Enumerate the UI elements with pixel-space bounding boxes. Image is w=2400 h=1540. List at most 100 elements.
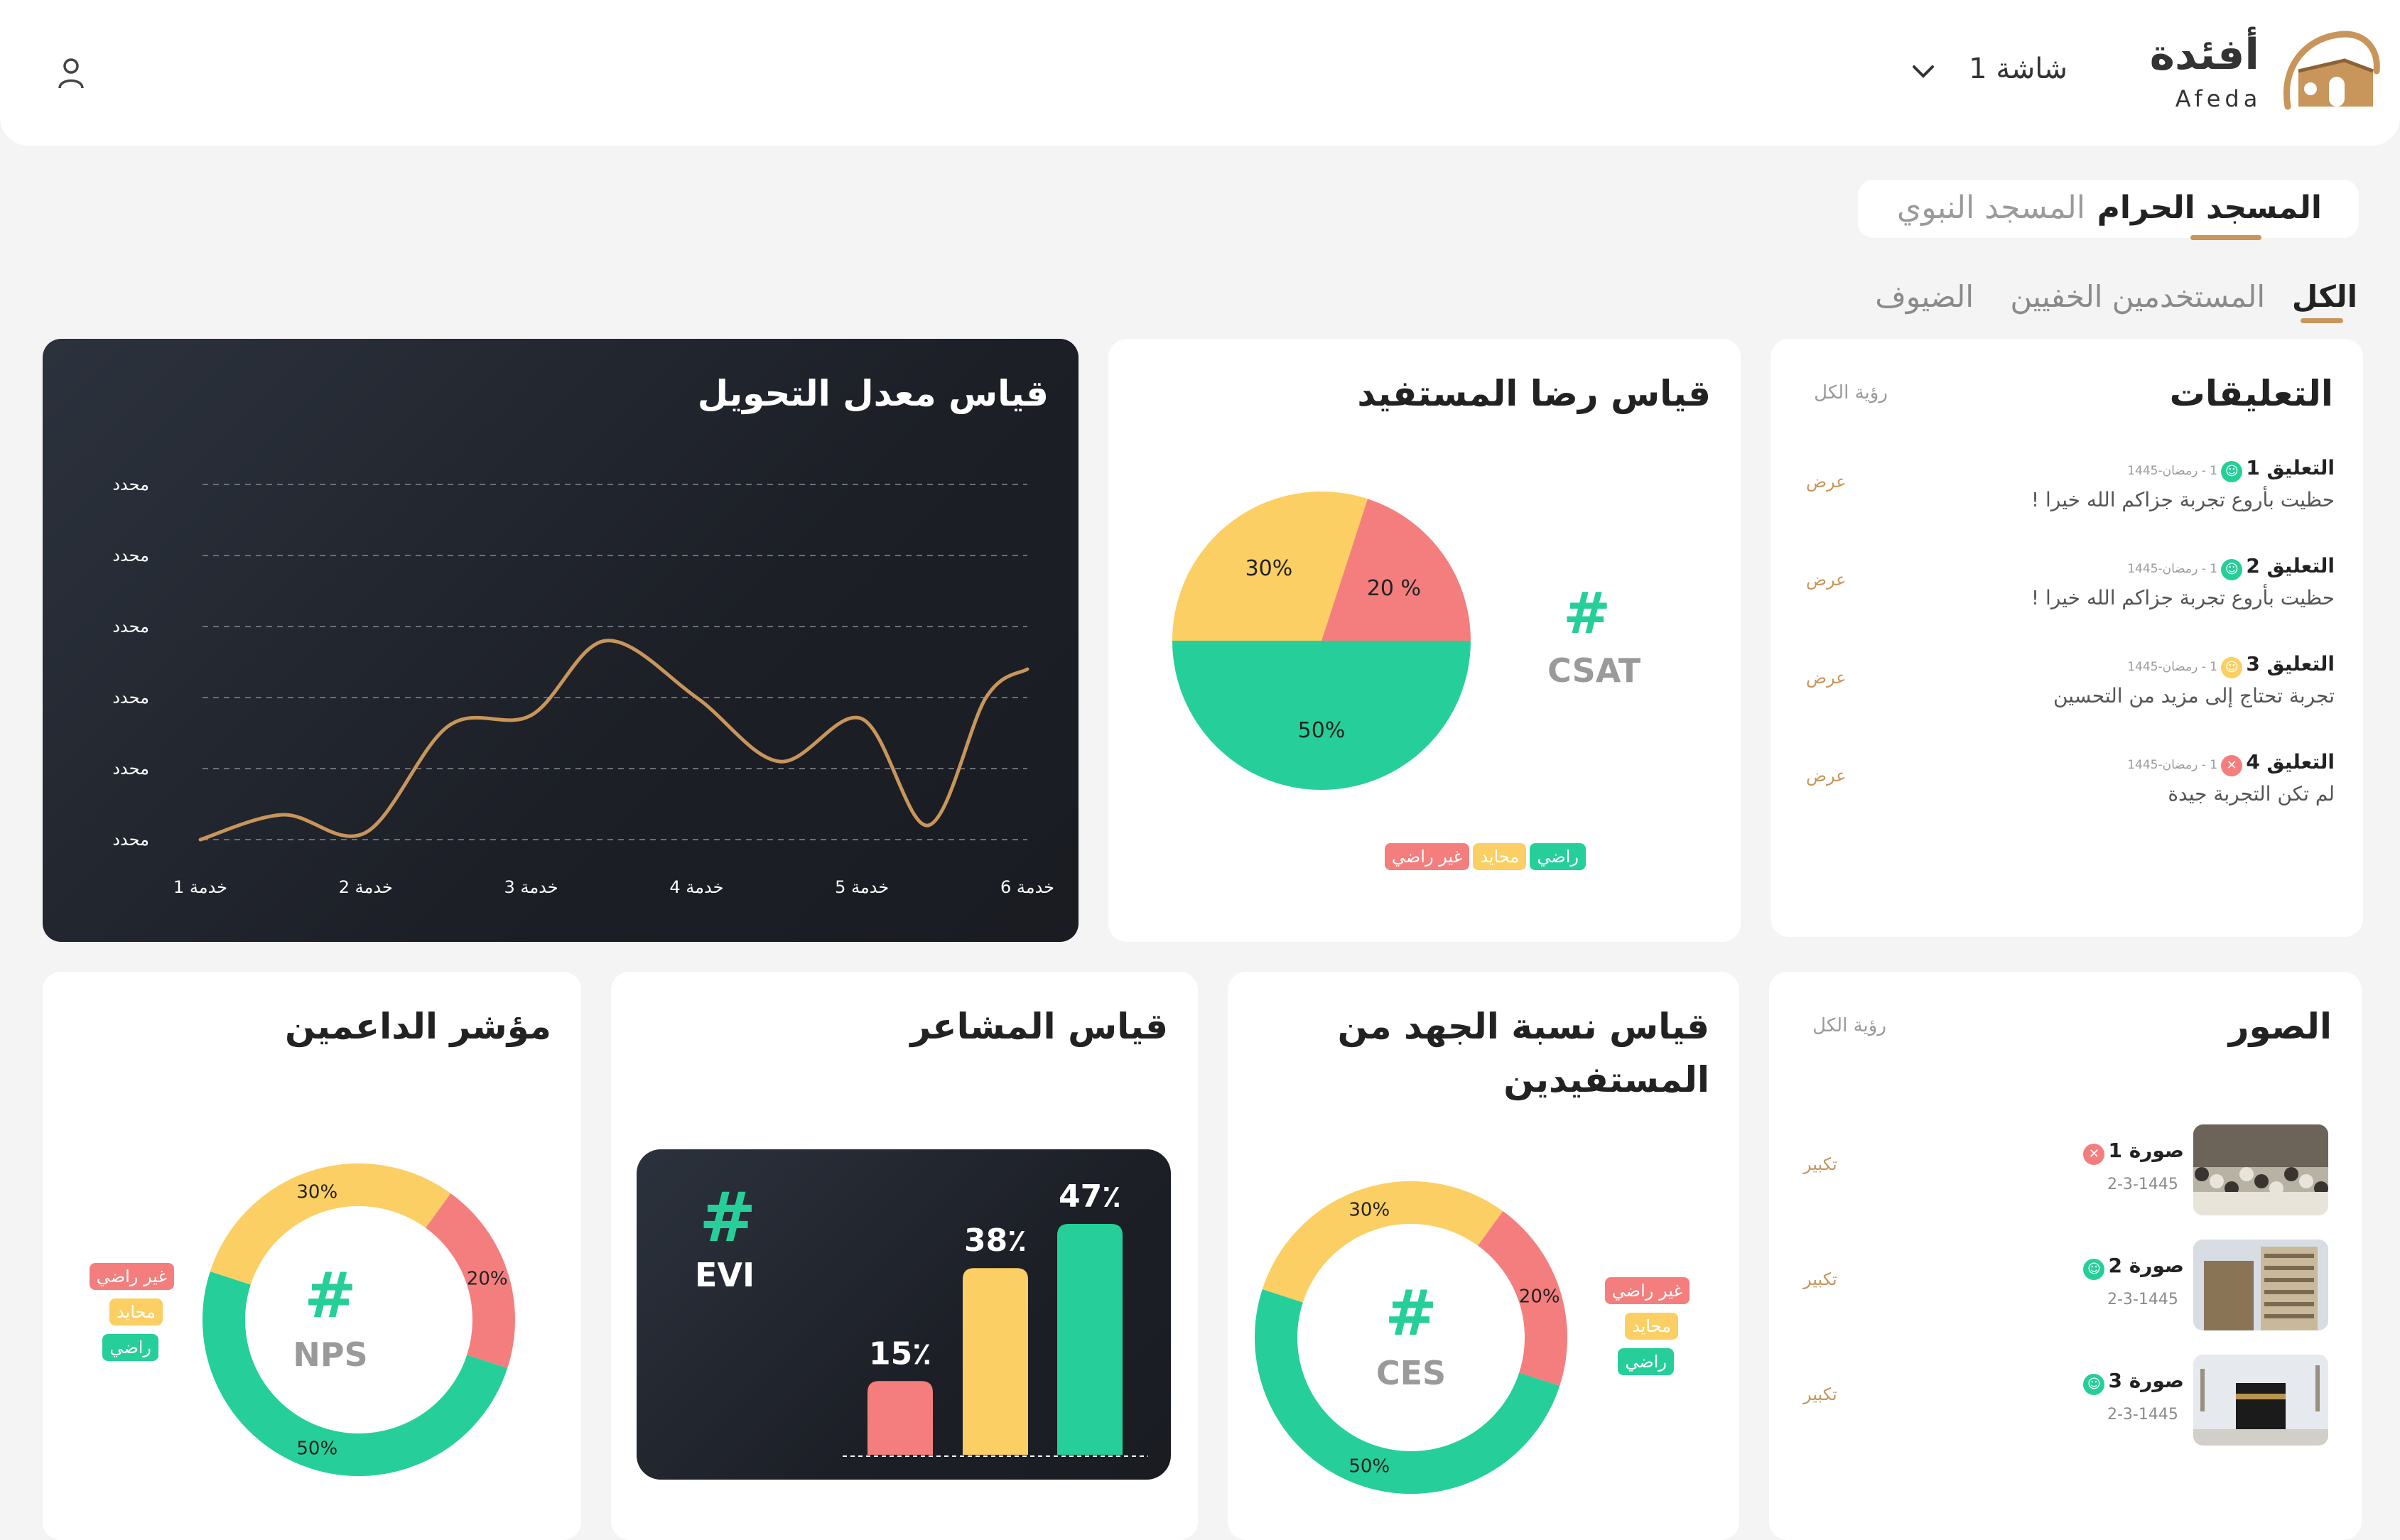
slice-label: 50% [1298,718,1346,743]
comment-text: حظيت بأروع تجربة جزاكم الله خيرا ! [2031,585,2335,609]
photo-date: 2-3-1445 [2107,1406,2178,1424]
bar-value-label: 47٪ [1059,1178,1121,1215]
photo-thumbnail[interactable] [2193,1355,2328,1446]
images-card: الصور رؤية الكل صورة 1 ✕ 2-3-1445 تكبير صور… [1769,972,2362,1540]
ces-donut-chart: 20% 50% 30% [1255,1181,1567,1494]
images-title: الصور [2228,1006,2332,1047]
satisfied-slice [202,1271,508,1476]
evi-bar [963,1268,1028,1455]
comment-date: 1 - رمضان-1445 [2127,660,2218,674]
legend-unsatisfied: غير راضي [1384,843,1470,870]
x-tick-label: خدمة 5 [835,877,889,897]
photo-thumbnail[interactable] [2193,1240,2328,1330]
comment-view-link[interactable]: عرض [1806,766,1847,786]
tab-active-underline [2190,235,2261,240]
slice-label: 50% [296,1438,337,1460]
evi-bar [1057,1224,1123,1455]
comment-view-link[interactable]: عرض [1806,570,1847,590]
csat-hash-icon: # [1563,580,1611,646]
legend-satisfied: راضي [102,1334,158,1361]
sad-face-icon: ✕ [2221,754,2243,776]
logo-arabic-text: أفئدة [2149,30,2259,80]
comment-name: التعليق 2 [2246,554,2335,578]
photo-enlarge-link[interactable]: تكبير [1803,1384,1837,1404]
comment-header: التعليق 1 ☺ 1 - رمضان-1445 [1908,456,2335,482]
evi-title: قياس المشاعر [910,1006,1168,1047]
slice-label: 20% [1519,1286,1560,1307]
comment-view-link[interactable]: عرض [1806,472,1847,492]
evi-card: قياس المشاعر # EVI 15٪ 38٪ 47٪ [611,972,1198,1540]
photo-enlarge-link[interactable]: تكبير [1803,1154,1837,1174]
csat-card: قياس رضا المستفيد 20 % 50% 30% # CSAT راضي… [1108,339,1741,942]
screen-selector[interactable]: شاشة 1 [1911,50,2067,92]
legend-neutral: محايد [1473,843,1527,870]
nps-title: مؤشر الداعمين [285,1006,551,1047]
csat-legend: راضي محايد غير راضي [1384,843,1586,870]
tab-all[interactable]: الكل [2291,279,2357,314]
nps-label: NPS [293,1335,368,1374]
bar-value-label: 15٪ [869,1335,931,1372]
images-see-all[interactable]: رؤية الكل [1812,1015,1886,1036]
comments-title: التعليقات [2169,373,2333,414]
sad-face-icon: ✕ [2083,1143,2105,1165]
conversion-rate-title: قياس معدل التحويل [697,373,1049,414]
y-tick-label: محدد [112,475,149,494]
comment-view-link[interactable]: عرض [1806,668,1847,688]
user-icon[interactable] [57,57,85,90]
comments-card: التعليقات رؤية الكل التعليق 1 ☺ 1 - رمضا… [1771,339,2363,937]
legend-unsatisfied: غير راضي [1604,1277,1690,1304]
neutral-slice [1262,1181,1503,1303]
photo-name: صورة 2 [2108,1254,2185,1277]
x-tick-label: خدمة 3 [504,877,558,897]
logo[interactable]: أفئدة Afeda [2150,21,2380,114]
slice-label: 30% [1348,1199,1390,1220]
y-tick-label: محدد [112,759,149,779]
nps-donut-chart: 20% 50% 30% [202,1164,515,1476]
slice-label: 30% [1245,556,1293,581]
y-tick-label: محدد [112,830,149,850]
photo-item: صورة 2 ☺ [2083,1254,2184,1280]
photo-item: صورة 1 ✕ [2083,1139,2184,1165]
unsatisfied-slice [425,1193,515,1368]
happy-face-icon: ☺ [2221,460,2243,482]
photo-name: صورة 1 [2108,1139,2185,1162]
satisfied-slice [1172,641,1471,790]
tab-guests[interactable]: الضيوف [1875,279,1974,314]
tab-masjid-nabawi[interactable]: المسجد النبوي [1896,190,2085,226]
photo-date: 2-3-1445 [2107,1291,2178,1308]
nps-card: مؤشر الداعمين 20% 50% 30% # NPS غير راضي م… [43,972,581,1540]
x-tick-label: خدمة 1 [173,877,227,897]
evi-dark-panel: # EVI 15٪ 38٪ 47٪ [637,1149,1171,1480]
comment-name: التعليق 4 [2246,750,2335,774]
comments-see-all[interactable]: رؤية الكل [1814,382,1888,403]
happy-face-icon: ☺ [2221,558,2243,580]
photo-item: صورة 3 ☺ [2083,1369,2184,1395]
csat-title: قياس رضا المستفيد [1357,373,1711,414]
top-header [0,0,2400,146]
comment-header: التعليق 4 ✕ 1 - رمضان-1445 [1908,750,2335,776]
legend-satisfied: راضي [1530,843,1586,870]
slice-label: 20% [467,1268,508,1289]
comment-item: التعليق 1 ☺ 1 - رمضان-1445 حظيت بأروع تجر… [1908,456,2335,511]
ces-label: CES [1375,1354,1447,1392]
slice-label: 20 % [1367,576,1421,601]
comment-text: لم تكن التجربة جيدة [2168,781,2335,806]
tab-masjid-haram[interactable]: المسجد الحرام [2097,190,2322,226]
happy-face-icon: ☺ [2083,1258,2105,1280]
csat-pie-chart: 20 % 50% 30% [1172,492,1471,790]
photo-enlarge-link[interactable]: تكبير [1803,1269,1837,1289]
tab-all-underline [2301,318,2343,323]
comment-date: 1 - رمضان-1445 [2127,562,2218,576]
conversion-series-line [198,639,1029,842]
tab-mystery-users[interactable]: المستخدمين الخفيين [2010,279,2265,314]
neutral-face-icon: ☺ [2221,656,2243,678]
y-tick-label: محدد [112,688,149,707]
legend-unsatisfied: غير راضي [89,1263,174,1290]
comment-header: التعليق 3 ☺ 1 - رمضان-1445 [1908,652,2335,678]
legend-neutral: محايد [109,1298,163,1325]
x-tick-label: خدمة 4 [669,877,723,897]
photo-thumbnail[interactable] [2193,1124,2328,1215]
evi-bar [867,1381,933,1455]
evi-hash-icon: # [699,1178,757,1257]
satisfied-slice [1255,1289,1560,1494]
